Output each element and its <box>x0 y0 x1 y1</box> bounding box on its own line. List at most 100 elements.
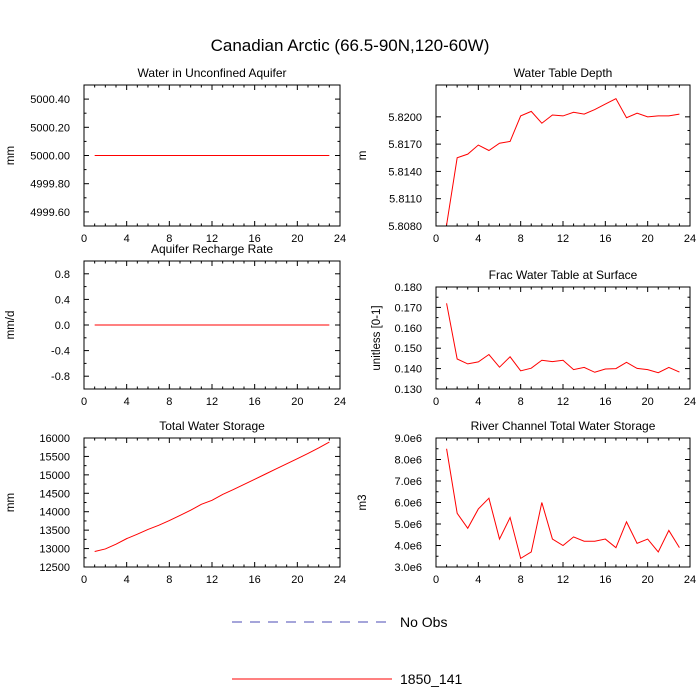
y-tick-label: 0.140 <box>394 364 422 376</box>
y-tick-label: 5000.00 <box>30 151 70 163</box>
panel-frac-water-table-at-surface: Frac Water Table at Surface unitless [0-1… <box>371 268 696 408</box>
series-line-0 <box>446 303 680 374</box>
y-tick-label: 4999.60 <box>30 207 70 219</box>
y-tick-label: 0.150 <box>394 343 422 355</box>
y-tick-label: 9.0e6 <box>394 433 422 445</box>
y-tick-label: 5.8080 <box>388 221 422 233</box>
x-tick-label: 24 <box>334 233 346 245</box>
y-tick-label: 0.170 <box>394 302 422 314</box>
x-tick-label: 20 <box>291 396 303 408</box>
y-tick-label: 15500 <box>39 451 70 463</box>
panel-title: Water in Unconfined Aquifer <box>138 66 287 80</box>
y-tick-label: -0.8 <box>51 371 70 383</box>
y-tick-label: 15000 <box>39 470 70 482</box>
x-tick-label: 12 <box>557 574 569 586</box>
x-tick-label: 20 <box>291 574 303 586</box>
y-axis-label: m3 <box>357 495 369 511</box>
x-tick-label: 20 <box>642 396 654 408</box>
y-tick-label: 4.0e6 <box>394 541 422 553</box>
y-tick-label: 6.0e6 <box>394 498 422 510</box>
x-tick-label: 8 <box>166 574 172 586</box>
x-tick-label: 12 <box>557 233 569 245</box>
y-axis-label: m <box>357 151 369 161</box>
panel-title: Total Water Storage <box>159 419 265 433</box>
y-axis-label: mm/d <box>5 311 17 340</box>
x-tick-label: 16 <box>599 233 611 245</box>
x-tick-label: 16 <box>249 574 261 586</box>
plot-frame <box>435 84 691 227</box>
x-tick-label: 8 <box>518 396 524 408</box>
legend-label-no-obs: No Obs <box>400 614 447 630</box>
y-axis-label: mm <box>5 146 17 165</box>
x-tick-label: 20 <box>642 574 654 586</box>
y-tick-label: 0.180 <box>394 282 422 294</box>
y-tick-label: 5000.20 <box>30 122 70 134</box>
y-tick-label: 5000.40 <box>30 94 70 106</box>
x-tick-label: 8 <box>166 233 172 245</box>
y-tick-label: 0.4 <box>55 294 70 306</box>
y-tick-label: 13000 <box>39 544 70 556</box>
y-tick-label: 5.8170 <box>388 139 422 151</box>
y-tick-label: 14500 <box>39 488 70 500</box>
y-tick-label: 5.8110 <box>389 194 422 206</box>
y-tick-label: 16000 <box>39 433 70 445</box>
y-tick-label: 0.0 <box>55 320 70 332</box>
y-axis-label: mm <box>5 493 17 512</box>
y-tick-label: 0.8 <box>55 269 70 281</box>
y-tick-label: 8.0e6 <box>394 455 422 467</box>
plot-frame <box>435 286 691 390</box>
x-tick-label: 4 <box>475 396 481 408</box>
panel-river-channel-total-water-storage: River Channel Total Water Storage m3 0 4 8 12… <box>357 419 696 586</box>
y-tick-label: 4999.80 <box>30 179 70 191</box>
y-tick-label: 5.0e6 <box>394 519 422 531</box>
series-line-0 <box>446 97 680 226</box>
panel-title: Aquifer Recharge Rate <box>151 242 273 256</box>
y-tick-label: 5.8200 <box>388 112 422 124</box>
y-tick-label: 13500 <box>39 525 70 537</box>
y-tick-label: 7.0e6 <box>394 476 422 488</box>
x-tick-label: 20 <box>642 233 654 245</box>
y-tick-label: 0.160 <box>394 323 422 335</box>
x-tick-label: 4 <box>124 396 130 408</box>
legend: No Obs 1850_141 <box>232 614 463 687</box>
x-tick-label: 16 <box>249 233 261 245</box>
x-tick-label: 8 <box>166 396 172 408</box>
x-tick-label: 4 <box>475 574 481 586</box>
x-tick-label: 16 <box>249 396 261 408</box>
panel-title: Frac Water Table at Surface <box>489 268 638 282</box>
panel-title: Water Table Depth <box>514 66 613 80</box>
x-tick-label: 0 <box>81 233 87 245</box>
plot-frame <box>435 437 691 568</box>
x-tick-label: 0 <box>433 396 439 408</box>
legend-label-1850-141: 1850_141 <box>400 671 463 687</box>
y-tick-label: 3.0e6 <box>394 562 422 574</box>
x-tick-label: 0 <box>81 396 87 408</box>
x-tick-label: 12 <box>206 396 218 408</box>
x-tick-label: 20 <box>291 233 303 245</box>
x-tick-label: 8 <box>518 233 524 245</box>
panel-water-table-depth: Water Table Depth m 0 4 8 12 16 20 24 5.8080 5.811… <box>357 66 696 245</box>
panel-total-water-storage: Total Water Storage mm 0 4 8 12 16 20 24 12500 130… <box>5 419 346 586</box>
x-tick-label: 8 <box>518 574 524 586</box>
x-tick-label: 16 <box>599 574 611 586</box>
series-line-0 <box>94 441 330 553</box>
x-tick-label: 12 <box>557 396 569 408</box>
panel-aquifer-recharge-rate: Aquifer Recharge Rate mm/d 0 4 8 12 16 20 24 -0.8… <box>5 242 346 408</box>
panel-water-in-unconfined-aquifer: Water in Unconfined Aquifer mm 0 4 8 12 16 20 24… <box>5 66 346 245</box>
x-tick-label: 4 <box>475 233 481 245</box>
x-tick-label: 24 <box>684 396 696 408</box>
x-tick-label: 24 <box>684 574 696 586</box>
x-tick-label: 24 <box>334 574 346 586</box>
x-tick-label: 12 <box>206 233 218 245</box>
y-tick-label: 14000 <box>39 507 70 519</box>
y-axis-label: unitless [0-1] <box>371 305 383 370</box>
x-tick-label: 12 <box>206 574 218 586</box>
panel-title: River Channel Total Water Storage <box>471 419 656 433</box>
plot-frame <box>83 437 341 568</box>
x-tick-label: 24 <box>334 396 346 408</box>
x-tick-label: 24 <box>684 233 696 245</box>
y-tick-label: 0.130 <box>394 384 422 396</box>
x-tick-label: 4 <box>124 574 130 586</box>
x-tick-label: 0 <box>433 574 439 586</box>
